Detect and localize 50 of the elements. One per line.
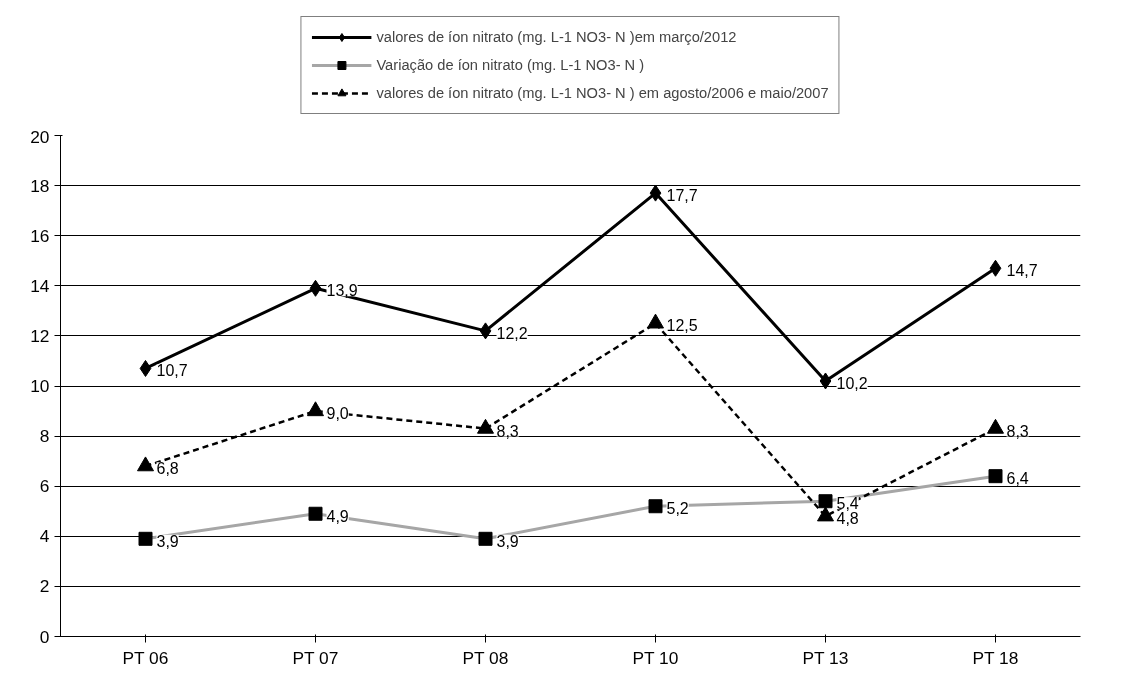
x-tick-label: PT 10 — [632, 647, 679, 668]
legend-label: Variação de íon nitrato (mg. L-1 NO3- N ) — [376, 57, 645, 73]
point — [137, 456, 154, 472]
y-tick-label: 10 — [30, 376, 50, 396]
x-tick-label: PT 06 — [122, 647, 169, 668]
data-label: 14,7 — [1006, 262, 1038, 280]
legend-label: valores de íon nitrato (mg. L-1 NO3- N ) em agosto/2006 e maio/2007 — [376, 85, 829, 101]
point — [989, 259, 1002, 277]
y-tick-label: 2 — [39, 576, 50, 597]
y-tick-label: 18 — [30, 175, 50, 196]
point — [307, 401, 324, 417]
y-tick-label: 0 — [39, 626, 50, 647]
data-label: 5,2 — [666, 500, 689, 518]
y-tick-label: 12 — [30, 325, 50, 346]
y-tick-label: 20 — [30, 126, 50, 147]
y-tick-label: 6 — [39, 476, 50, 497]
y-tick-label: 14 — [30, 275, 50, 296]
data-label: 3,9 — [156, 532, 179, 550]
point — [817, 506, 834, 522]
x-tick-label: PT 07 — [292, 647, 339, 668]
x-tick-label: PT 08 — [462, 647, 509, 668]
point — [649, 184, 662, 202]
data-label: 5,4 — [836, 495, 859, 513]
point — [139, 359, 152, 377]
data-label: 3,9 — [496, 532, 519, 550]
y-tick-label: 8 — [39, 426, 50, 447]
y-tick-label: 4 — [39, 526, 50, 547]
data-label: 12,2 — [496, 324, 528, 342]
data-label: 12,5 — [666, 317, 698, 335]
legend-label: valores de íon nitrato (mg. L-1 NO3- N )em março/2012 — [376, 29, 737, 45]
point — [479, 322, 492, 340]
x-tick-label: PT 13 — [802, 647, 849, 668]
data-label: 17,7 — [666, 187, 698, 205]
data-label: 9,0 — [326, 405, 349, 423]
point — [477, 418, 494, 434]
point — [819, 372, 832, 390]
y-tick-label: 16 — [30, 225, 50, 246]
data-label: 8,3 — [496, 422, 519, 440]
x-tick-label: PT 18 — [972, 647, 1019, 668]
point — [987, 418, 1004, 434]
data-label: 8,3 — [1006, 422, 1029, 440]
data-label: 10,2 — [836, 374, 868, 392]
data-label: 4,8 — [836, 510, 859, 528]
data-label: 13,9 — [326, 282, 358, 300]
data-label: 4,9 — [326, 507, 349, 525]
point — [309, 279, 322, 297]
data-label: 6,4 — [1006, 470, 1029, 488]
data-label: 10,7 — [156, 362, 188, 380]
point — [647, 313, 664, 329]
data-label: 6,8 — [156, 460, 179, 478]
